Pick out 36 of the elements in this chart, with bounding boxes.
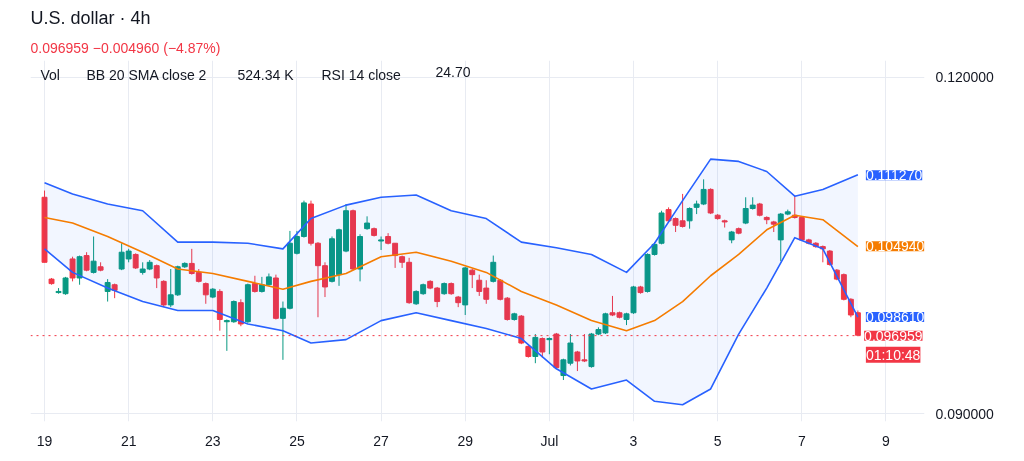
x-tick-label: 29: [457, 432, 474, 449]
candlestick: [378, 236, 385, 251]
chart-title: U.S. dollar · 4h: [30, 7, 151, 28]
x-tick-label: 9: [882, 432, 891, 449]
x-tick-label: 23: [205, 432, 221, 449]
y-tick-label: 0.090000: [935, 405, 995, 422]
annotation: 01:10:48: [865, 346, 921, 363]
annotation: RSI 14 close: [321, 66, 402, 83]
candlestick: [69, 256, 76, 282]
annotation: Vol: [40, 66, 60, 83]
x-tick-label: 5: [713, 432, 722, 449]
candlestick: [160, 279, 167, 308]
candlestick: [90, 236, 97, 275]
ref-line-label: 0.096959: [864, 327, 923, 344]
candlestick: [532, 333, 539, 364]
chart-subtitle: 0.096959 −0.004960 (−4.87%): [30, 39, 221, 56]
x-tick-label: 7: [797, 432, 806, 449]
annotation: 524.34 K: [237, 66, 295, 83]
annotation: BB 20 SMA close 2: [86, 66, 207, 83]
x-tick-label: 3: [629, 432, 638, 449]
candlestick: [364, 215, 371, 231]
annotation: 0.111270: [865, 167, 923, 184]
x-tick-label: 27: [373, 432, 390, 449]
candlestick: [707, 187, 714, 215]
annotation: 0.098610: [865, 309, 925, 326]
annotation: 24.70: [435, 63, 471, 80]
x-tick-label: 21: [120, 432, 137, 449]
candlestick: [469, 268, 476, 289]
candlestick: [202, 281, 209, 305]
x-tick-label: Jul: [540, 432, 559, 449]
candlestick: [237, 298, 244, 327]
candlestick: [686, 206, 693, 230]
annotation: 0.104940: [865, 238, 925, 255]
x-tick-label: 19: [36, 432, 53, 449]
x-tick-label: 25: [289, 432, 305, 449]
y-tick-label: 0.120000: [935, 69, 995, 86]
